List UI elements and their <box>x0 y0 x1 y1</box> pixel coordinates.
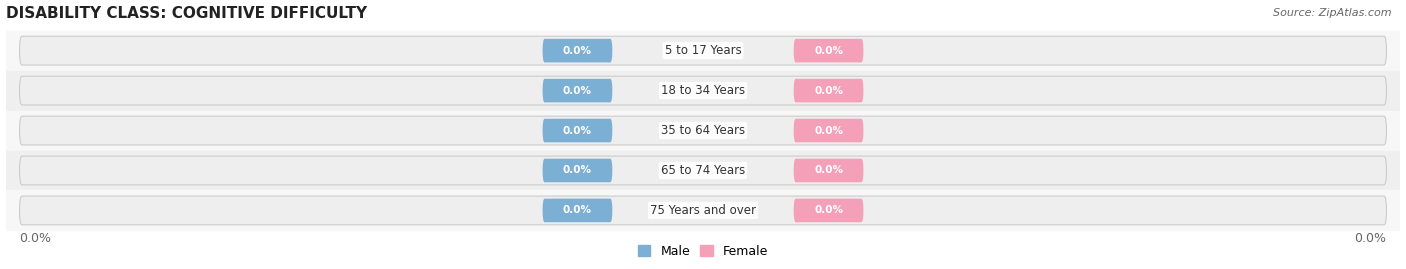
Text: 0.0%: 0.0% <box>562 165 592 175</box>
FancyBboxPatch shape <box>793 199 863 222</box>
Text: 0.0%: 0.0% <box>814 86 844 95</box>
FancyBboxPatch shape <box>20 76 1386 105</box>
Text: 65 to 74 Years: 65 to 74 Years <box>661 164 745 177</box>
FancyBboxPatch shape <box>20 36 1386 65</box>
FancyBboxPatch shape <box>20 196 1386 225</box>
Text: 0.0%: 0.0% <box>814 165 844 175</box>
FancyBboxPatch shape <box>543 79 613 102</box>
Text: 0.0%: 0.0% <box>814 206 844 215</box>
Text: 18 to 34 Years: 18 to 34 Years <box>661 84 745 97</box>
FancyBboxPatch shape <box>543 199 613 222</box>
Bar <box>6 31 1400 71</box>
Text: DISABILITY CLASS: COGNITIVE DIFFICULTY: DISABILITY CLASS: COGNITIVE DIFFICULTY <box>6 6 367 20</box>
FancyBboxPatch shape <box>793 79 863 102</box>
Text: 75 Years and over: 75 Years and over <box>650 204 756 217</box>
FancyBboxPatch shape <box>793 119 863 142</box>
Text: 5 to 17 Years: 5 to 17 Years <box>665 44 741 57</box>
Text: 0.0%: 0.0% <box>562 86 592 95</box>
Text: 0.0%: 0.0% <box>562 126 592 136</box>
FancyBboxPatch shape <box>543 39 613 62</box>
Bar <box>6 151 1400 190</box>
FancyBboxPatch shape <box>543 159 613 182</box>
Bar <box>6 71 1400 111</box>
FancyBboxPatch shape <box>20 116 1386 145</box>
Bar <box>6 111 1400 151</box>
Text: 35 to 64 Years: 35 to 64 Years <box>661 124 745 137</box>
Text: 0.0%: 0.0% <box>814 46 844 56</box>
Legend: Male, Female: Male, Female <box>633 240 773 263</box>
FancyBboxPatch shape <box>793 39 863 62</box>
Text: Source: ZipAtlas.com: Source: ZipAtlas.com <box>1274 8 1392 18</box>
Text: 0.0%: 0.0% <box>20 232 52 245</box>
Bar <box>6 190 1400 231</box>
FancyBboxPatch shape <box>793 159 863 182</box>
Text: 0.0%: 0.0% <box>1354 232 1386 245</box>
Text: 0.0%: 0.0% <box>562 206 592 215</box>
Text: 0.0%: 0.0% <box>562 46 592 56</box>
Text: 0.0%: 0.0% <box>814 126 844 136</box>
FancyBboxPatch shape <box>20 156 1386 185</box>
FancyBboxPatch shape <box>543 119 613 142</box>
